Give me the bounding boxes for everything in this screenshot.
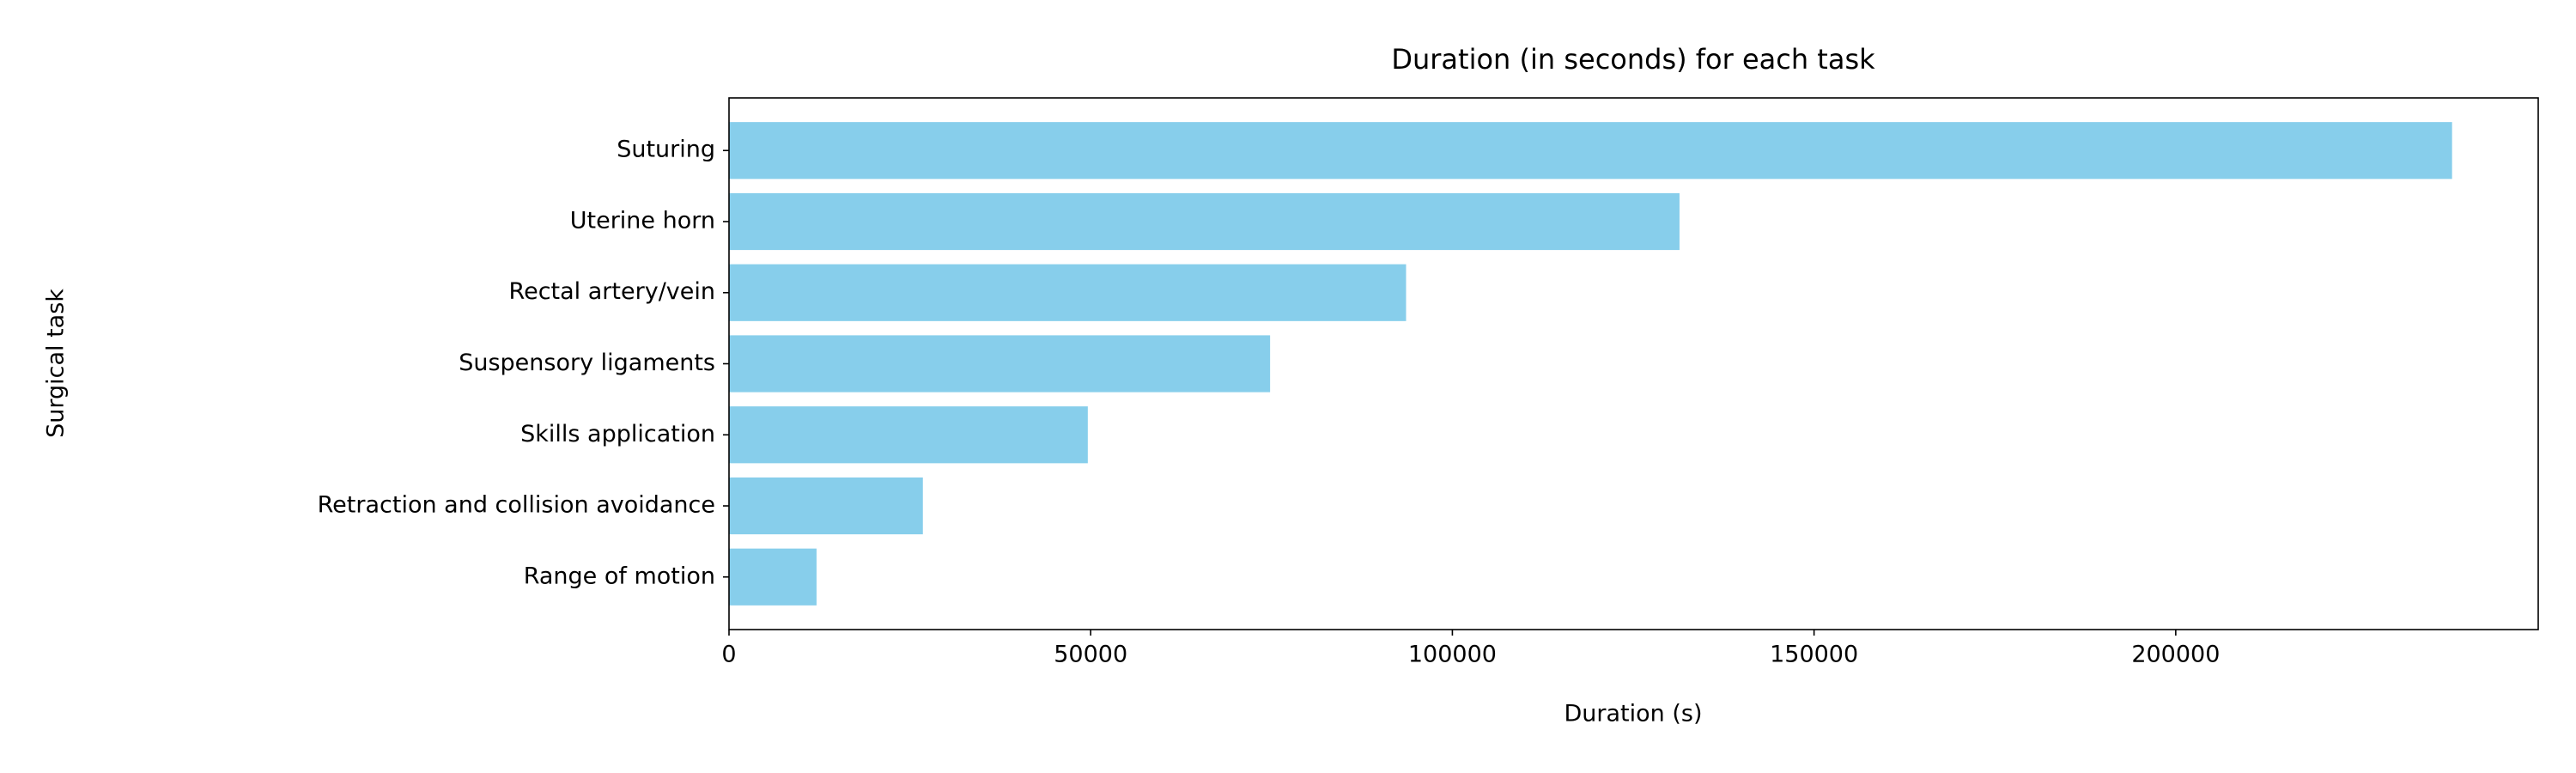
bar	[729, 335, 1271, 393]
y-tick-label: Uterine horn	[570, 207, 715, 234]
x-axis-label: Duration (s)	[1564, 701, 1703, 727]
chart-title: Duration (in seconds) for each task	[1391, 43, 1875, 76]
y-tick-label: Suspensory ligaments	[459, 350, 715, 376]
y-tick-label: Suturing	[617, 137, 715, 163]
y-tick-label: Range of motion	[524, 563, 715, 589]
bar	[729, 548, 817, 606]
y-axis-label: Surgical task	[43, 289, 70, 438]
bar	[729, 264, 1406, 321]
x-tick-label: 50000	[1054, 642, 1127, 668]
x-tick-label: 200000	[2131, 642, 2220, 668]
x-tick-label: 100000	[1408, 642, 1497, 668]
y-tick-label: Skills application	[520, 421, 715, 447]
plot-frame	[728, 97, 2539, 630]
bar	[729, 406, 1088, 464]
y-tick-label: Retraction and collision avoidance	[318, 492, 715, 519]
bar	[729, 477, 923, 535]
x-tick-label: 150000	[1770, 642, 1858, 668]
bar	[729, 192, 1680, 251]
bar	[729, 122, 2452, 180]
y-tick-label: Rectal artery/vein	[509, 278, 715, 305]
x-tick-label: 0	[721, 642, 736, 668]
